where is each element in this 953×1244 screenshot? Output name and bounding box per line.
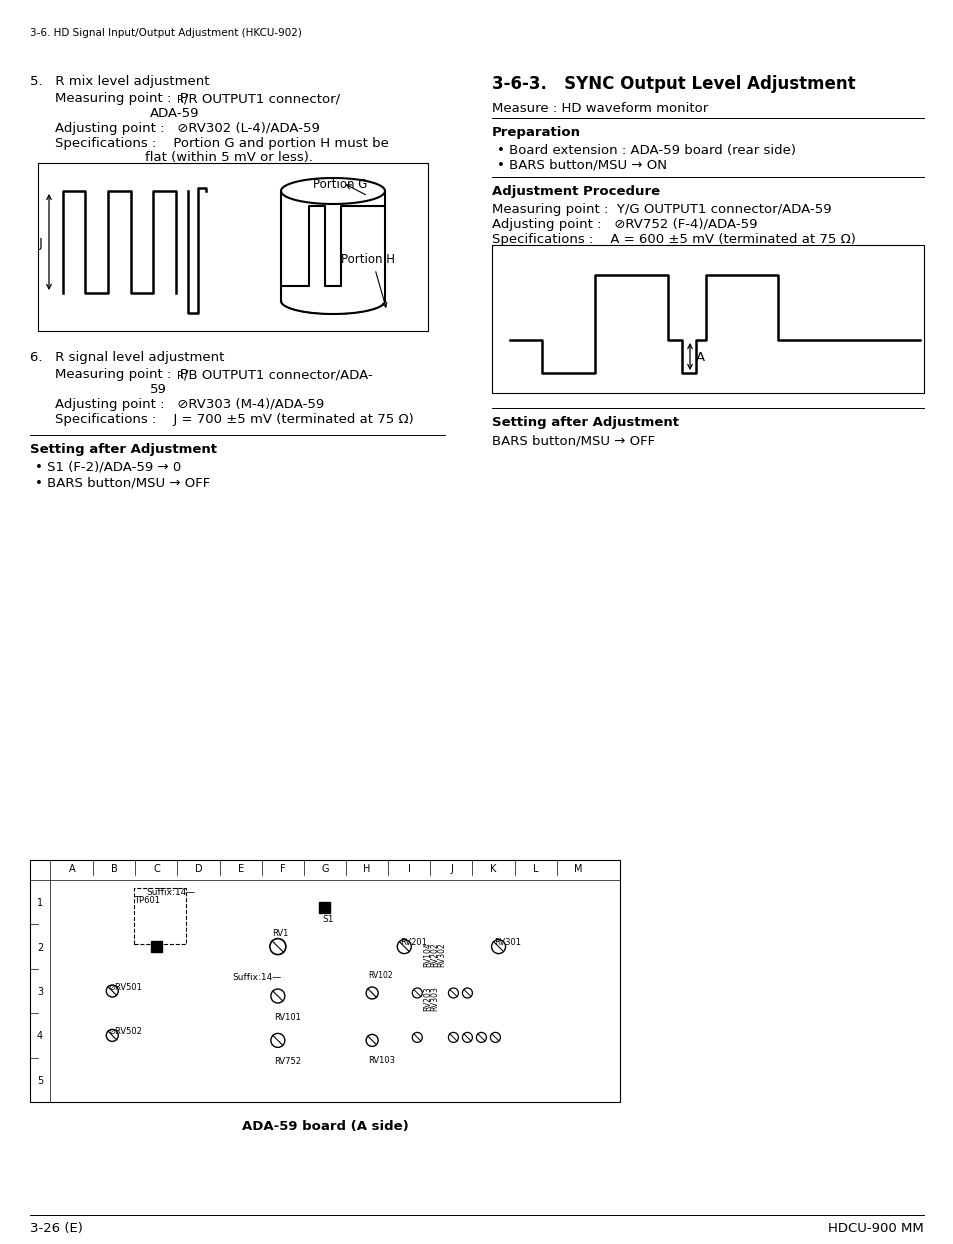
Text: Portion G: Portion G	[313, 178, 367, 192]
Text: J: J	[39, 238, 43, 250]
Text: A: A	[69, 865, 75, 875]
Text: 3-26 (E): 3-26 (E)	[30, 1222, 83, 1235]
Text: • BARS button/MSU → OFF: • BARS button/MSU → OFF	[35, 476, 210, 489]
Text: R: R	[177, 95, 184, 104]
Bar	[38, 163, 428, 331]
Text: ADA-59 board (A side): ADA-59 board (A side)	[241, 1120, 408, 1133]
Text: H: H	[363, 865, 371, 875]
Text: RV201: RV201	[400, 938, 427, 947]
Text: D: D	[194, 865, 202, 875]
Text: 5: 5	[37, 1076, 43, 1086]
Text: S1: S1	[322, 914, 334, 924]
Text: Measuring point :  P: Measuring point : P	[55, 368, 188, 381]
Text: Suffix:14—: Suffix:14—	[233, 973, 282, 982]
Text: G: G	[321, 865, 329, 875]
Text: Adjusting point :   ⊘RV302 (L-4)/ADA-59: Adjusting point : ⊘RV302 (L-4)/ADA-59	[55, 122, 319, 136]
Text: RV101: RV101	[274, 1013, 300, 1023]
Text: C: C	[152, 865, 160, 875]
Text: Adjusting point :   ⊘RV303 (M-4)/ADA-59: Adjusting point : ⊘RV303 (M-4)/ADA-59	[55, 398, 324, 411]
Text: • Board extension : ADA-59 board (rear side): • Board extension : ADA-59 board (rear s…	[497, 144, 795, 157]
Text: Setting after Adjustment: Setting after Adjustment	[492, 415, 679, 429]
Text: RV302: RV302	[436, 942, 445, 967]
Text: TP601: TP601	[134, 896, 160, 904]
Text: RV203: RV203	[422, 986, 432, 1011]
Text: HDCU-900 MM: HDCU-900 MM	[827, 1222, 923, 1235]
Text: I: I	[408, 865, 411, 875]
Text: RV104: RV104	[422, 942, 432, 967]
Text: ⊘RV501: ⊘RV501	[109, 983, 142, 991]
Bar	[134, 888, 186, 944]
Text: 3: 3	[37, 986, 43, 996]
Text: Measuring point :  P: Measuring point : P	[55, 92, 188, 104]
Text: Specifications :    A = 600 ±5 mV (terminated at 75 Ω): Specifications : A = 600 ±5 mV (terminat…	[492, 233, 855, 246]
Text: RV301: RV301	[494, 938, 521, 947]
Text: • S1 (F-2)/ADA-59 → 0: • S1 (F-2)/ADA-59 → 0	[35, 462, 181, 474]
Text: RV752: RV752	[274, 1057, 300, 1066]
Text: L: L	[533, 865, 537, 875]
Text: F: F	[280, 865, 285, 875]
Text: Specifications :    J = 700 ±5 mV (terminated at 75 Ω): Specifications : J = 700 ±5 mV (terminat…	[55, 413, 414, 425]
Text: Measuring point :  Y/G OUTPUT1 connector/ADA-59: Measuring point : Y/G OUTPUT1 connector/…	[492, 203, 831, 216]
Text: 5.   R mix level adjustment: 5. R mix level adjustment	[30, 75, 210, 88]
Text: • BARS button/MSU → ON: • BARS button/MSU → ON	[497, 159, 666, 172]
Text: Adjustment Procedure: Adjustment Procedure	[492, 185, 659, 198]
Text: Measure : HD waveform monitor: Measure : HD waveform monitor	[492, 102, 707, 114]
Text: /R OUTPUT1 connector/: /R OUTPUT1 connector/	[184, 92, 340, 104]
Text: 1: 1	[37, 898, 43, 908]
Text: RV102: RV102	[368, 970, 393, 980]
Text: /B OUTPUT1 connector/ADA-: /B OUTPUT1 connector/ADA-	[184, 368, 373, 381]
Text: K: K	[490, 865, 497, 875]
Text: RV303: RV303	[430, 986, 438, 1011]
Text: flat (within 5 mV or less).: flat (within 5 mV or less).	[145, 151, 313, 164]
Text: A: A	[696, 351, 704, 364]
Text: B: B	[111, 865, 117, 875]
Text: 4: 4	[37, 1031, 43, 1041]
Text: ⊘RV502: ⊘RV502	[109, 1028, 142, 1036]
Text: R: R	[177, 371, 184, 381]
Text: BARS button/MSU → OFF: BARS button/MSU → OFF	[492, 434, 655, 447]
Text: Portion H: Portion H	[340, 253, 395, 266]
Text: Adjusting point :   ⊘RV752 (F-4)/ADA-59: Adjusting point : ⊘RV752 (F-4)/ADA-59	[492, 218, 757, 231]
Text: Setting after Adjustment: Setting after Adjustment	[30, 443, 216, 457]
Text: ADA-59: ADA-59	[150, 107, 199, 119]
Text: 6.   R signal level adjustment: 6. R signal level adjustment	[30, 351, 224, 364]
Text: 3-6. HD Signal Input/Output Adjustment (HKCU-902): 3-6. HD Signal Input/Output Adjustment (…	[30, 29, 301, 39]
Text: M: M	[573, 865, 581, 875]
Text: RV202: RV202	[430, 942, 438, 967]
Bar	[319, 902, 330, 913]
Text: E: E	[237, 865, 244, 875]
Text: 3-6-3.   SYNC Output Level Adjustment: 3-6-3. SYNC Output Level Adjustment	[492, 75, 855, 93]
Text: J: J	[450, 865, 453, 875]
Text: 2: 2	[37, 943, 43, 953]
Bar	[492, 245, 923, 393]
Text: RV1: RV1	[272, 929, 288, 938]
Text: Suffix:14—: Suffix:14—	[146, 888, 195, 897]
Text: Specifications :    Portion G and portion H must be: Specifications : Portion G and portion H…	[55, 137, 389, 151]
Text: Preparation: Preparation	[492, 126, 580, 139]
Bar	[151, 942, 162, 952]
Text: RV103: RV103	[368, 1056, 395, 1065]
Bar	[30, 860, 619, 1102]
Text: 59: 59	[150, 383, 167, 396]
